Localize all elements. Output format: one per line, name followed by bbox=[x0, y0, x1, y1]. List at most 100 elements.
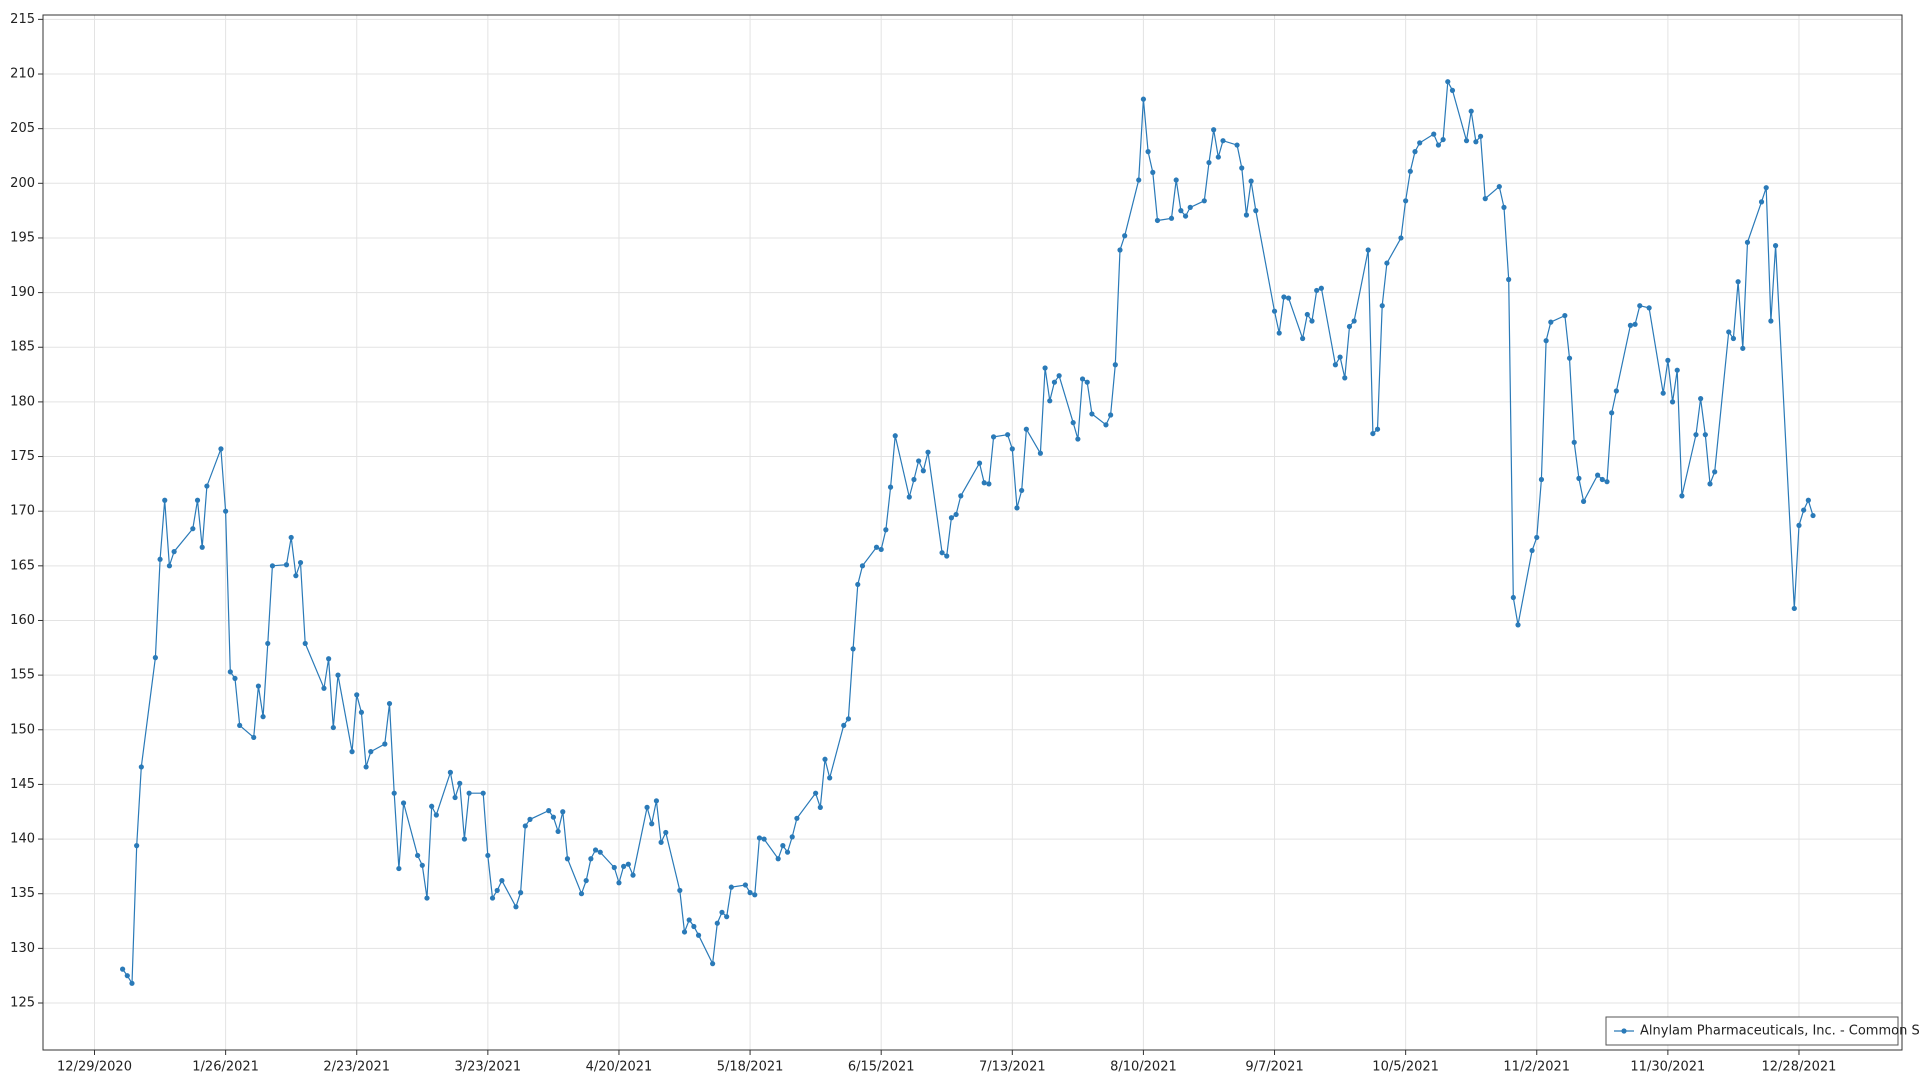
price-point bbox=[396, 865, 402, 872]
y-tick-label: 200 bbox=[10, 176, 35, 191]
price-point bbox=[386, 700, 393, 707]
y-tick-label: 180 bbox=[10, 394, 35, 409]
price-point bbox=[948, 515, 955, 521]
price-point bbox=[1735, 279, 1741, 285]
price-point bbox=[724, 914, 730, 920]
price-point bbox=[1805, 497, 1811, 503]
price-point bbox=[578, 891, 585, 897]
price-point bbox=[1089, 411, 1095, 417]
price-point bbox=[223, 508, 229, 514]
price-point bbox=[1679, 493, 1685, 499]
price-point bbox=[1187, 204, 1193, 210]
price-point bbox=[621, 863, 627, 869]
price-point bbox=[461, 836, 468, 842]
price-point bbox=[845, 716, 852, 722]
x-tick-label: 2/23/2021 bbox=[323, 1060, 390, 1075]
price-point bbox=[171, 549, 177, 555]
price-point bbox=[827, 775, 833, 781]
price-point bbox=[1253, 208, 1259, 214]
price-point bbox=[1562, 312, 1568, 319]
y-tick-label: 175 bbox=[10, 449, 35, 464]
price-point bbox=[1674, 367, 1680, 373]
price-point bbox=[761, 836, 767, 842]
price-line bbox=[122, 79, 1814, 986]
price-point bbox=[251, 734, 257, 741]
y-tick-label: 160 bbox=[10, 613, 35, 628]
price-point bbox=[1613, 388, 1619, 394]
price-point bbox=[1206, 159, 1212, 166]
price-point bbox=[1023, 426, 1029, 432]
price-point bbox=[1398, 235, 1404, 241]
x-tick-label: 7/13/2021 bbox=[979, 1060, 1046, 1075]
price-point bbox=[630, 872, 636, 878]
legend: Alnylam Pharmaceuticals, Inc. - Common S… bbox=[1605, 1016, 1920, 1046]
price-point bbox=[1796, 522, 1802, 528]
price-point bbox=[1211, 127, 1217, 133]
price-point bbox=[1431, 131, 1437, 137]
price-point bbox=[288, 534, 294, 541]
price-point bbox=[1351, 318, 1357, 324]
price-point bbox=[1665, 357, 1671, 363]
price-point bbox=[1005, 432, 1011, 438]
price-point bbox=[1140, 96, 1147, 102]
price-point bbox=[925, 449, 931, 455]
price-point bbox=[354, 692, 360, 698]
price-point bbox=[1758, 199, 1765, 205]
price-point bbox=[382, 741, 388, 747]
price-point bbox=[157, 556, 163, 562]
price-point bbox=[330, 724, 336, 731]
price-point bbox=[681, 929, 688, 935]
price-point bbox=[452, 794, 458, 801]
price-point bbox=[1248, 178, 1254, 184]
price-point bbox=[752, 892, 758, 898]
price-point bbox=[415, 852, 421, 859]
price-point bbox=[166, 563, 173, 569]
price-point bbox=[564, 856, 571, 862]
price-point bbox=[489, 895, 496, 901]
price-point bbox=[1698, 396, 1704, 402]
price-point bbox=[1047, 398, 1053, 404]
price-point bbox=[419, 862, 425, 868]
price-point bbox=[658, 839, 664, 845]
price-point bbox=[1576, 475, 1582, 482]
y-tick-label: 140 bbox=[10, 832, 35, 847]
price-point bbox=[1374, 426, 1381, 432]
x-tick-label: 3/23/2021 bbox=[455, 1060, 522, 1075]
price-point bbox=[363, 764, 369, 770]
price-point bbox=[1595, 472, 1601, 478]
price-point bbox=[649, 821, 655, 827]
price-point bbox=[1515, 622, 1521, 628]
y-tick-label: 150 bbox=[10, 722, 35, 737]
price-point bbox=[134, 843, 140, 849]
y-tick-label: 165 bbox=[10, 558, 35, 573]
price-point bbox=[597, 849, 603, 855]
price-point bbox=[663, 829, 669, 836]
price-point bbox=[714, 920, 720, 926]
price-point bbox=[124, 973, 130, 979]
price-point bbox=[916, 458, 922, 464]
price-point bbox=[1791, 605, 1797, 612]
x-tick-label: 6/15/2021 bbox=[848, 1060, 915, 1075]
price-point bbox=[1445, 79, 1451, 85]
price-point bbox=[1435, 142, 1442, 148]
price-point bbox=[218, 446, 224, 452]
price-point bbox=[1744, 239, 1751, 245]
price-point bbox=[813, 790, 819, 796]
price-point bbox=[283, 562, 290, 568]
price-point bbox=[691, 923, 697, 930]
price-point bbox=[1075, 436, 1081, 442]
price-point bbox=[204, 483, 210, 489]
price-point bbox=[1637, 303, 1643, 309]
price-point bbox=[1342, 375, 1348, 381]
price-point bbox=[1042, 365, 1048, 371]
price-point bbox=[1440, 136, 1446, 143]
price-point bbox=[1501, 204, 1507, 210]
price-point bbox=[1543, 338, 1549, 344]
price-point bbox=[237, 722, 243, 729]
price-point bbox=[227, 669, 233, 675]
y-tick-label: 195 bbox=[10, 230, 35, 245]
price-point bbox=[1014, 505, 1020, 511]
y-tick-label: 135 bbox=[10, 886, 35, 901]
price-point bbox=[859, 563, 866, 569]
